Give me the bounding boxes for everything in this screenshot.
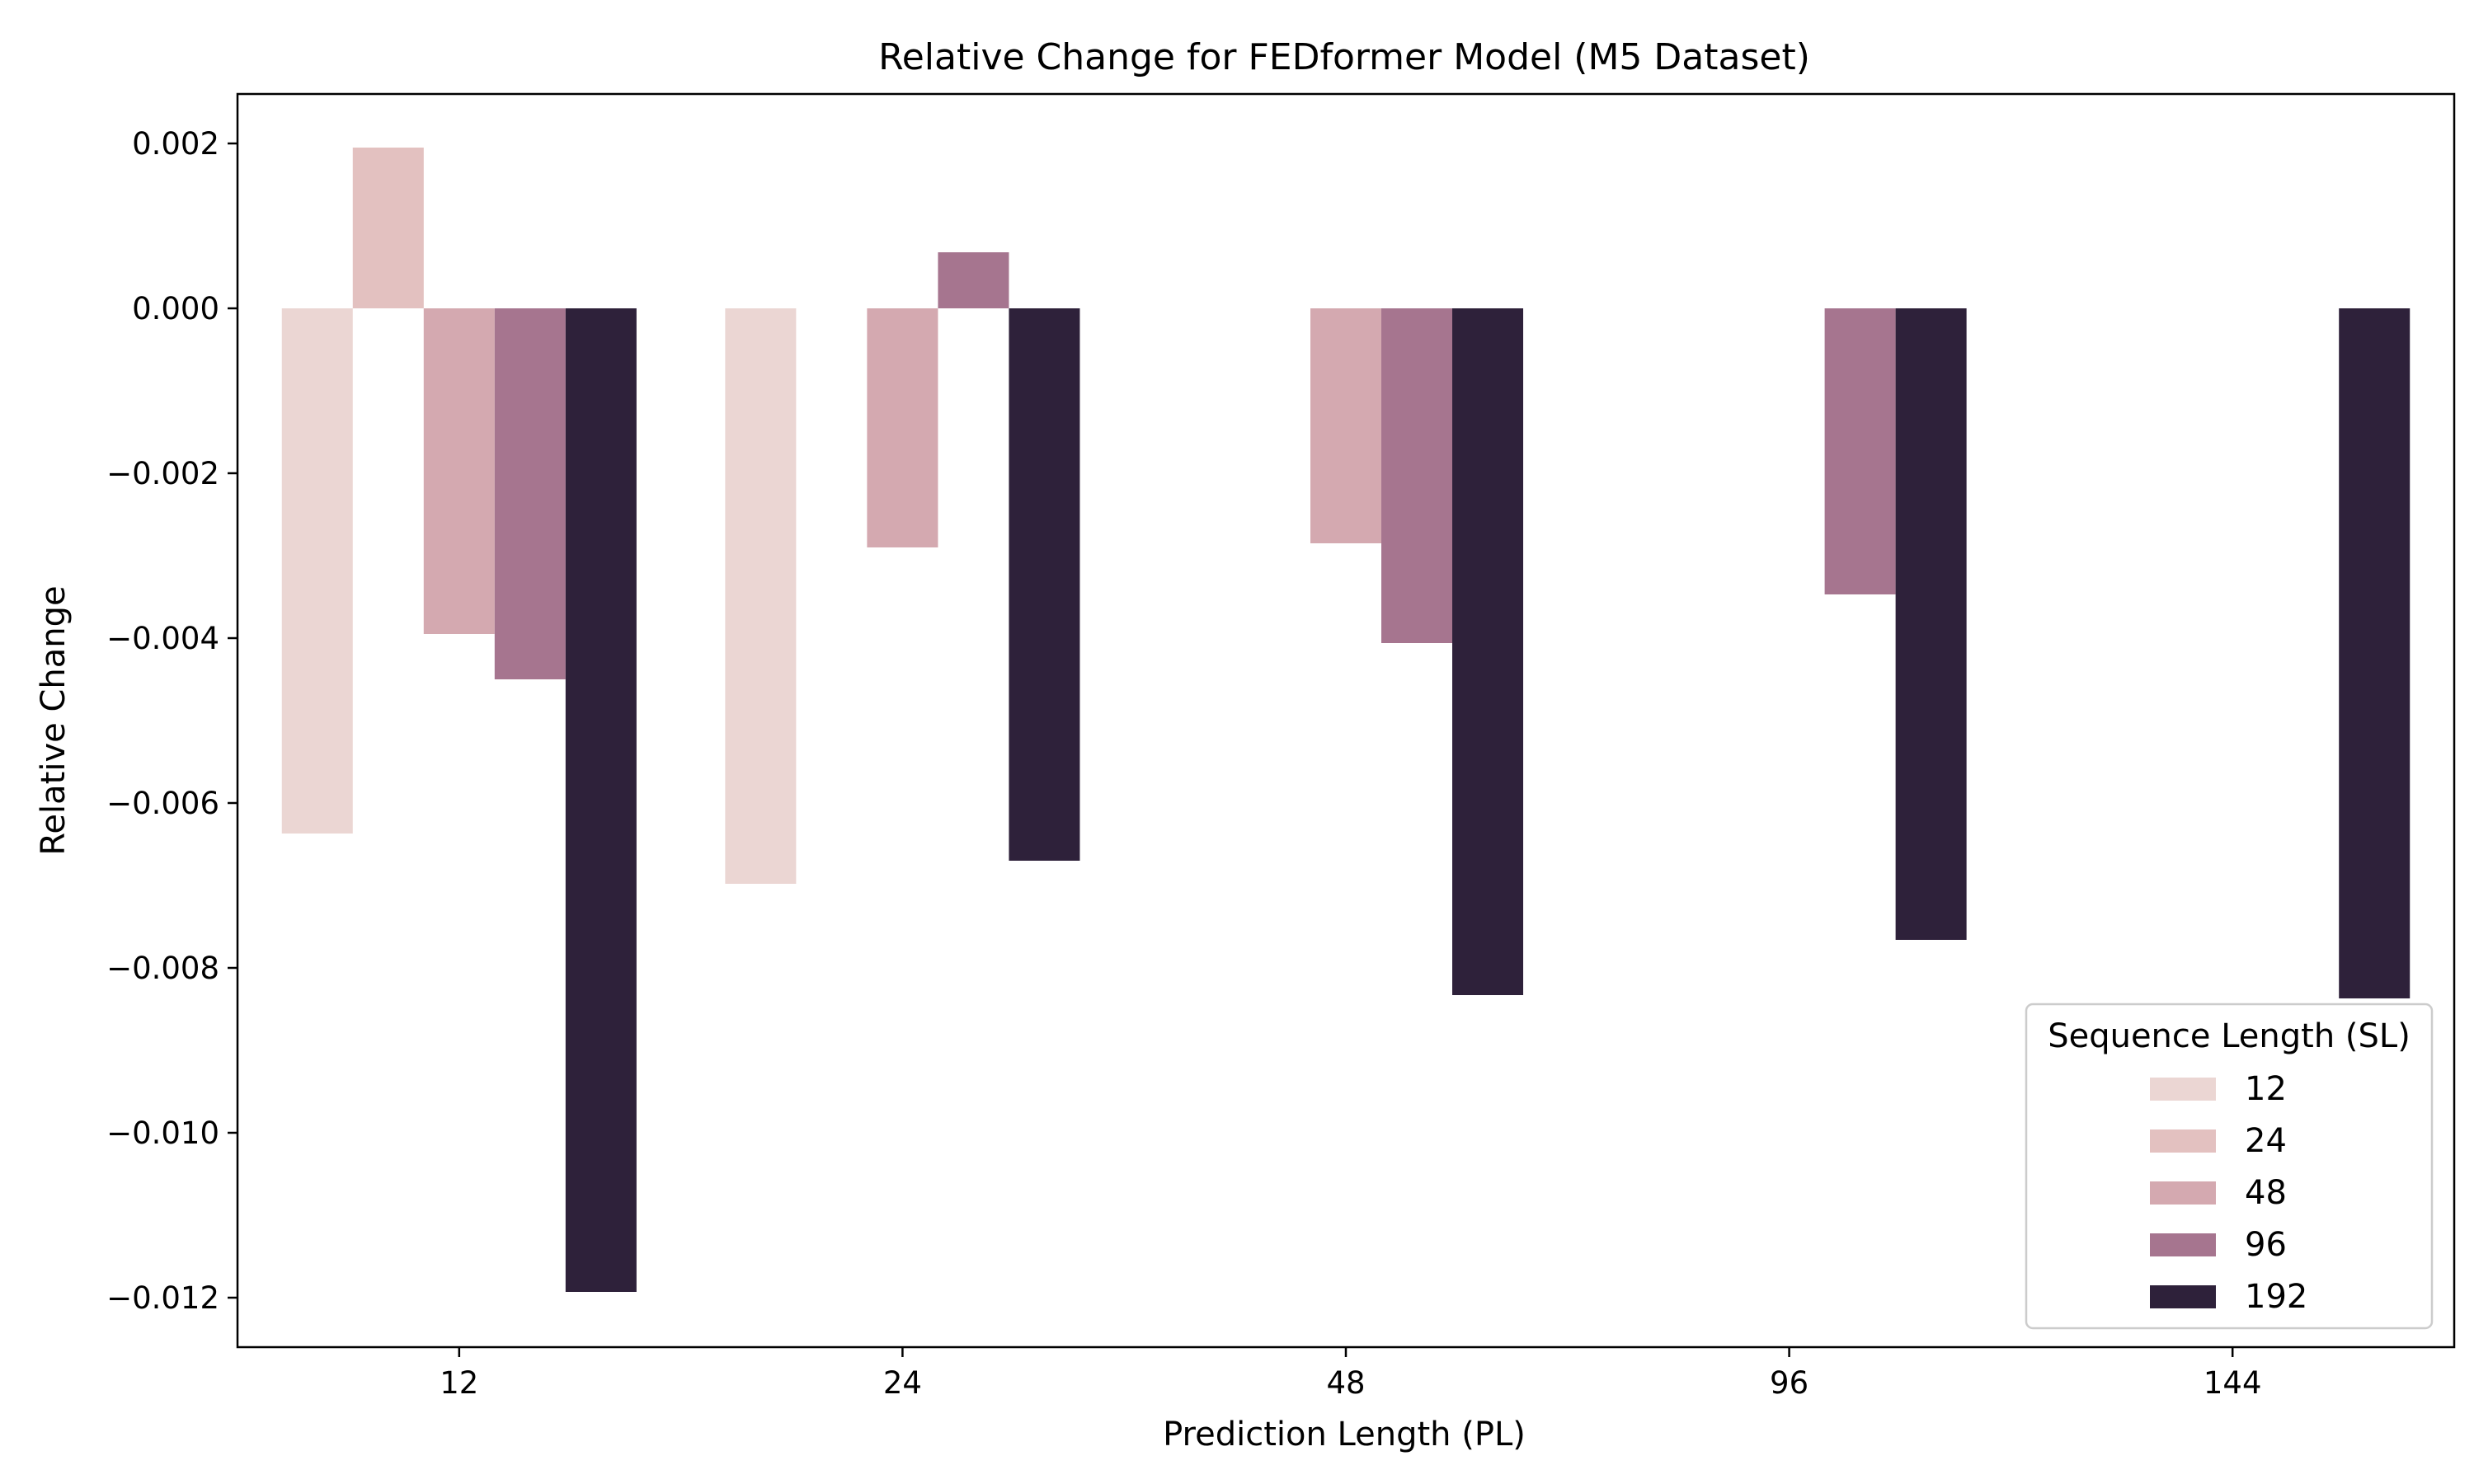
bar-pl24-sl48	[867, 308, 938, 547]
x-axis: 12 24 48 96 144	[440, 1347, 2262, 1401]
bar-pl48-sl96	[1381, 308, 1453, 643]
y-axis-label: Relative Change	[35, 585, 73, 855]
bar-pl12-sl48	[423, 308, 495, 634]
x-tick-label: 24	[883, 1365, 922, 1401]
bar-pl12-sl96	[494, 308, 566, 679]
x-tick-label: 48	[1326, 1365, 1365, 1401]
bar-pl24-sl12	[725, 308, 797, 884]
bar-pl12-sl12	[281, 308, 353, 834]
legend-title: Sequence Length (SL)	[2048, 1017, 2411, 1055]
y-tick-label: −0.004	[106, 621, 219, 656]
x-axis-label: Prediction Length (PL)	[1163, 1416, 1526, 1453]
legend-label-sl96: 96	[2245, 1226, 2287, 1264]
legend-swatch-sl48	[2150, 1181, 2216, 1205]
legend-label-sl192: 192	[2245, 1278, 2307, 1316]
legend-items: 12 24 48 96 192	[2150, 1070, 2307, 1316]
legend-swatch-sl12	[2150, 1078, 2216, 1101]
bar-pl12-sl24	[352, 148, 424, 308]
legend-swatch-sl96	[2150, 1233, 2216, 1256]
bar-pl96-sl192	[1895, 308, 1967, 940]
x-tick-label: 12	[440, 1365, 478, 1401]
legend-swatch-sl192	[2150, 1285, 2216, 1308]
bar-pl24-sl192	[1009, 308, 1080, 861]
x-tick-label: 96	[1770, 1365, 1808, 1401]
legend-box	[2025, 1003, 2434, 1330]
legend-swatch-sl24	[2150, 1129, 2216, 1153]
bar-pl24-sl96	[938, 252, 1009, 308]
bar-pl48-sl192	[1452, 308, 1524, 995]
y-tick-label: −0.002	[106, 456, 219, 491]
y-tick-label: 0.000	[132, 291, 219, 326]
legend-label-sl48: 48	[2245, 1174, 2287, 1212]
legend-label-sl12: 12	[2245, 1070, 2287, 1108]
legend-label-sl24: 24	[2245, 1122, 2287, 1160]
y-tick-label: −0.010	[106, 1115, 219, 1151]
y-tick-label: −0.006	[106, 786, 219, 821]
bar-pl144-sl192	[2339, 308, 2411, 998]
y-tick-label: −0.008	[106, 951, 219, 986]
chart-title: Relative Change for FEDformer Model (M5 …	[878, 36, 1810, 78]
bar-pl96-sl96	[1824, 308, 1896, 594]
legend: Sequence Length (SL) 12 24 48 96 192	[2025, 1003, 2434, 1330]
x-tick-label: 144	[2204, 1365, 2262, 1401]
bars-group	[281, 148, 2411, 1292]
y-axis: 0.002 0.000 −0.002 −0.004 −0.006 −0.008 −0.010…	[106, 126, 238, 1316]
y-tick-label: −0.012	[106, 1280, 219, 1316]
y-tick-label: 0.002	[132, 126, 219, 162]
bar-pl12-sl192	[565, 308, 637, 1292]
bar-pl48-sl48	[1310, 308, 1382, 543]
